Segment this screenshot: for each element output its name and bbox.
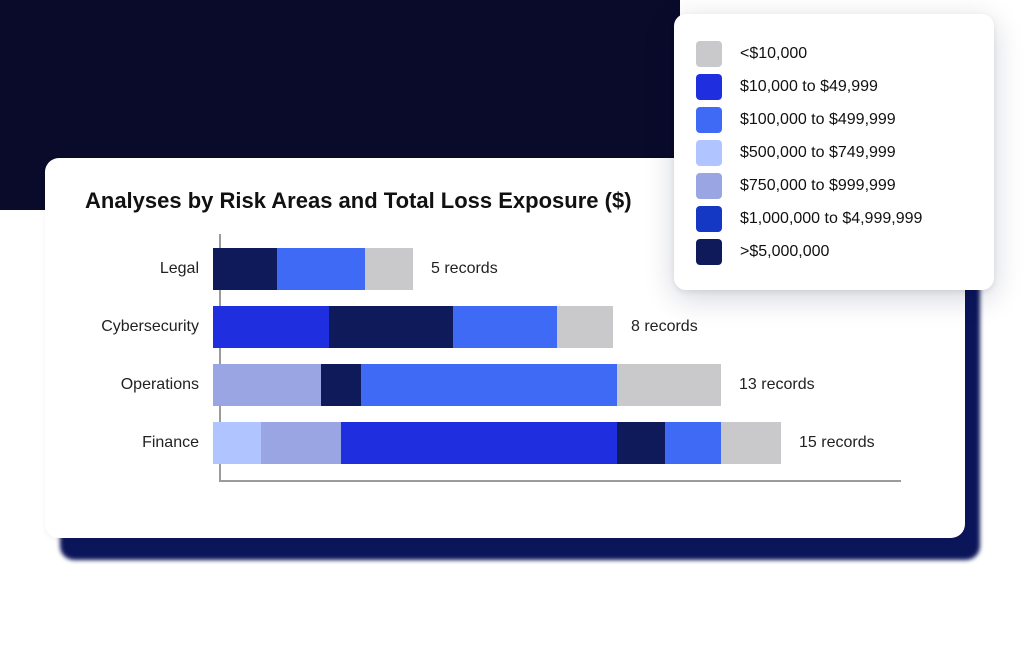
row-label: Legal bbox=[79, 260, 213, 278]
bar-caption: 15 records bbox=[799, 434, 875, 452]
row-label: Finance bbox=[79, 434, 213, 452]
legend-label: $10,000 to $49,999 bbox=[740, 78, 878, 96]
bar-caption: 13 records bbox=[739, 376, 815, 394]
bar-segment bbox=[365, 248, 413, 290]
legend-item: $1,000,000 to $4,999,999 bbox=[696, 206, 972, 232]
bar-segment bbox=[277, 248, 365, 290]
legend-label: $500,000 to $749,999 bbox=[740, 144, 896, 162]
row-label: Operations bbox=[79, 376, 213, 394]
bar-wrap: 15 records bbox=[213, 422, 931, 464]
legend-item: $10,000 to $49,999 bbox=[696, 74, 972, 100]
bar-segment bbox=[329, 306, 453, 348]
bar-segment bbox=[557, 306, 613, 348]
bar-segment bbox=[213, 364, 321, 406]
bar-wrap: 13 records bbox=[213, 364, 931, 406]
bar-segment bbox=[617, 422, 665, 464]
legend-swatch bbox=[696, 206, 722, 232]
legend-item: $750,000 to $999,999 bbox=[696, 173, 972, 199]
legend-swatch bbox=[696, 173, 722, 199]
legend-swatch bbox=[696, 140, 722, 166]
bar-segment bbox=[321, 364, 361, 406]
legend-label: $750,000 to $999,999 bbox=[740, 177, 896, 195]
bar-segment bbox=[665, 422, 721, 464]
x-axis-line bbox=[219, 480, 901, 482]
stacked-bar bbox=[213, 364, 721, 406]
bar-segment bbox=[617, 364, 721, 406]
bar-segment bbox=[213, 248, 277, 290]
legend: <$10,000 $10,000 to $49,999 $100,000 to $4… bbox=[674, 14, 994, 290]
chart-row: Finance 15 records bbox=[79, 414, 931, 472]
chart-row: Operations 13 records bbox=[79, 356, 931, 414]
legend-label: <$10,000 bbox=[740, 45, 807, 63]
legend-swatch bbox=[696, 239, 722, 265]
bar-segment bbox=[361, 364, 617, 406]
bar-caption: 5 records bbox=[431, 260, 498, 278]
bar-segment bbox=[213, 422, 261, 464]
legend-item: <$10,000 bbox=[696, 41, 972, 67]
legend-swatch bbox=[696, 107, 722, 133]
chart-row: Cybersecurity 8 records bbox=[79, 298, 931, 356]
legend-swatch bbox=[696, 41, 722, 67]
legend-item: >$5,000,000 bbox=[696, 239, 972, 265]
bar-segment bbox=[721, 422, 781, 464]
legend-label: $100,000 to $499,999 bbox=[740, 111, 896, 129]
row-label: Cybersecurity bbox=[79, 318, 213, 336]
bar-segment bbox=[453, 306, 557, 348]
stage: Analyses by Risk Areas and Total Loss Ex… bbox=[0, 0, 1024, 650]
bar-caption: 8 records bbox=[631, 318, 698, 336]
stacked-bar bbox=[213, 422, 781, 464]
legend-label: $1,000,000 to $4,999,999 bbox=[740, 210, 922, 228]
bar-segment bbox=[261, 422, 341, 464]
legend-item: $100,000 to $499,999 bbox=[696, 107, 972, 133]
stacked-bar bbox=[213, 306, 613, 348]
bar-wrap: 8 records bbox=[213, 306, 931, 348]
legend-label: >$5,000,000 bbox=[740, 243, 829, 261]
bar-segment bbox=[341, 422, 617, 464]
bar-segment bbox=[213, 306, 329, 348]
stacked-bar bbox=[213, 248, 413, 290]
legend-swatch bbox=[696, 74, 722, 100]
legend-item: $500,000 to $749,999 bbox=[696, 140, 972, 166]
